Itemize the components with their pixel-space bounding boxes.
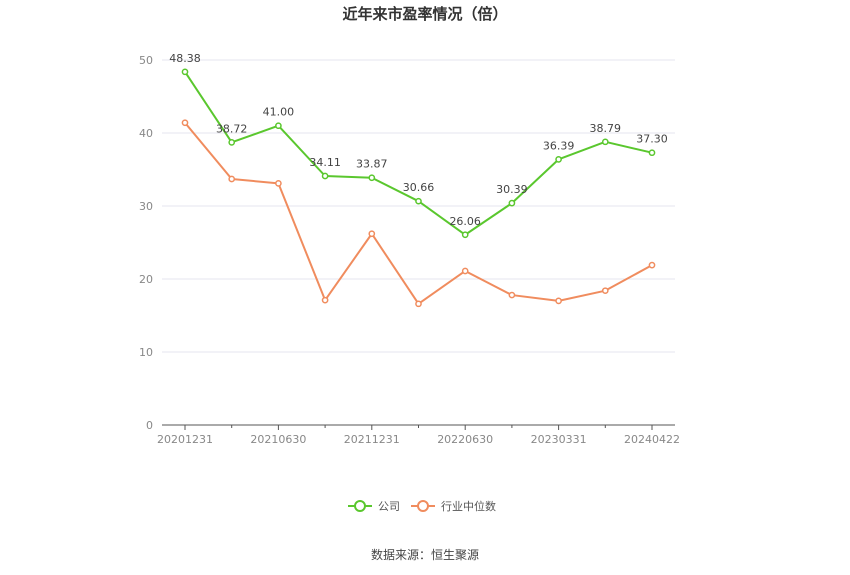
data-point	[275, 122, 282, 130]
data-point	[275, 180, 282, 187]
y-tick-label: 20	[139, 273, 153, 286]
data-point	[181, 68, 189, 76]
legend-label: 公司	[378, 500, 400, 513]
data-point	[181, 119, 189, 127]
x-tick-label: 20220630	[437, 433, 493, 446]
legend-item: 公司	[348, 500, 400, 513]
data-point	[601, 138, 609, 146]
data-point	[555, 297, 562, 305]
data-point	[321, 172, 329, 180]
data-label: 33.87	[356, 158, 388, 171]
data-point	[601, 287, 609, 295]
y-axis: 0 10 20 30 40 50	[139, 54, 153, 432]
x-tick-label: 20230331	[531, 433, 587, 446]
data-label: 37.30	[636, 133, 668, 146]
legend-swatch-marker	[354, 500, 366, 512]
data-label: 38.79	[590, 122, 622, 135]
legend-item: 行业中位数	[411, 499, 496, 513]
data-label: 41.00	[263, 106, 295, 119]
data-label: 26.06	[449, 215, 481, 228]
y-tick-label: 50	[139, 54, 153, 67]
data-point	[415, 197, 422, 205]
series-industry-median	[181, 119, 656, 308]
series-line	[184, 71, 653, 236]
data-point	[648, 149, 656, 157]
legend-swatch-marker	[417, 500, 429, 512]
x-tick-label: 20210630	[250, 433, 306, 446]
chart-title: 近年来市盈率情况（倍）	[342, 5, 507, 23]
data-point	[461, 267, 469, 275]
data-point	[648, 261, 656, 269]
data-point	[368, 230, 376, 238]
y-tick-label: 0	[146, 419, 153, 432]
data-point	[508, 199, 516, 207]
grid	[162, 59, 675, 353]
data-label: 30.39	[496, 183, 528, 196]
x-tick-label: 20240422	[624, 433, 680, 446]
data-point	[228, 138, 236, 146]
data-label: 30.66	[403, 181, 435, 194]
y-tick-label: 10	[139, 346, 153, 359]
data-point	[368, 174, 376, 182]
y-tick-label: 30	[139, 200, 153, 213]
data-point	[321, 296, 329, 304]
data-point	[461, 231, 469, 239]
x-tick-label: 20201231	[157, 433, 213, 446]
series-company: 48.38 38.72 41.00 34.11 33.87 30.66 26.06 30.39…	[169, 52, 668, 239]
data-label: 48.38	[169, 52, 201, 65]
data-point	[415, 300, 422, 308]
series-lines: 48.38 38.72 41.00 34.11 33.87 30.66 26.06 30.39…	[169, 52, 668, 308]
x-axis: 20201231 20210630 20211231 20220630 20230331…	[157, 424, 680, 446]
x-tick-label: 20211231	[344, 433, 400, 446]
source-text: 数据来源：恒生聚源	[371, 547, 479, 562]
data-point	[508, 291, 516, 299]
data-label: 38.72	[216, 122, 248, 135]
y-tick-label: 40	[139, 127, 153, 140]
data-point	[555, 156, 562, 163]
data-label: 36.39	[543, 139, 575, 152]
data-label: 34.11	[309, 156, 341, 169]
legend-label: 行业中位数	[441, 499, 496, 513]
data-point	[228, 175, 236, 183]
legend: 公司 行业中位数	[348, 499, 496, 513]
